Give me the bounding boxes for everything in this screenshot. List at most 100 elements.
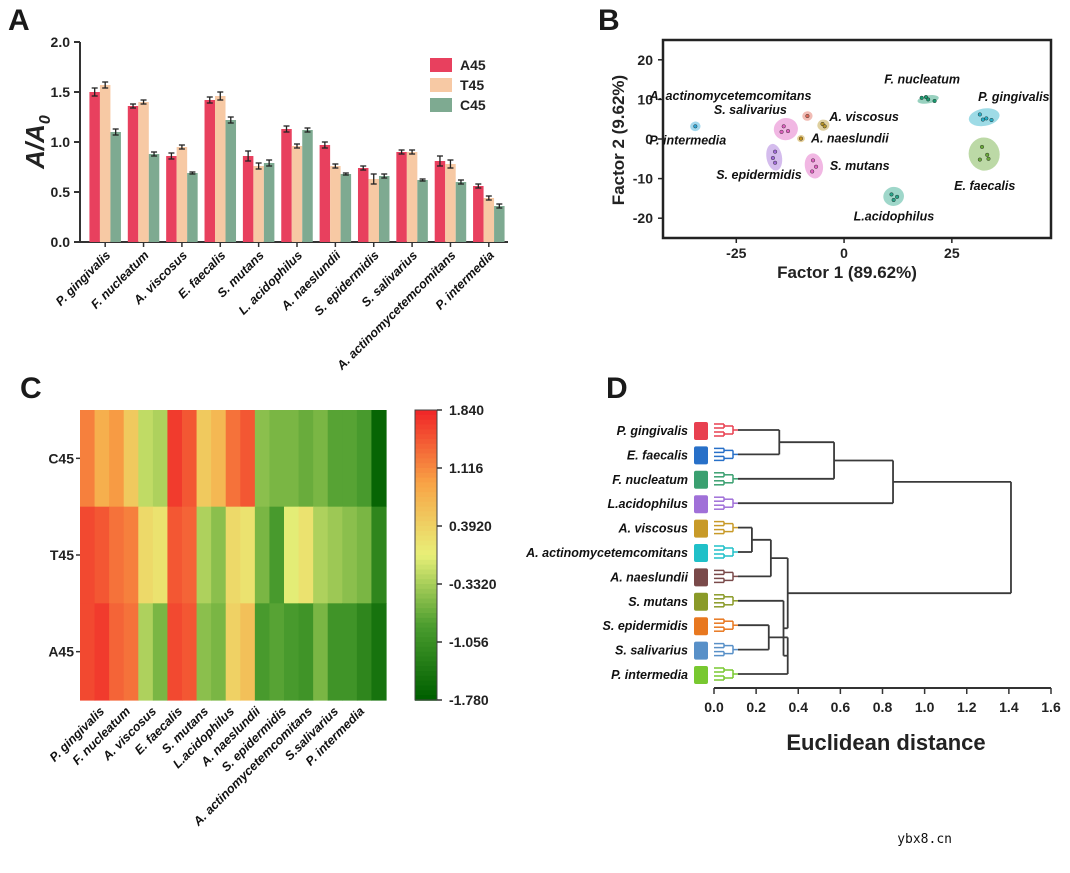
colorbar-segment xyxy=(415,603,437,609)
x-tick-label: 0.4 xyxy=(789,699,809,715)
heatmap-cell xyxy=(356,410,373,508)
colorbar-segment xyxy=(415,506,437,513)
colorbar-segment xyxy=(415,414,437,421)
colorbar-segment xyxy=(415,526,437,532)
scatter-point xyxy=(770,156,775,161)
colorbar-segment xyxy=(415,434,437,440)
legend-label-t45: T45 xyxy=(460,77,484,93)
bar-t45 xyxy=(445,164,456,242)
x-tick-label: 0.2 xyxy=(746,699,766,715)
colorbar-segment xyxy=(415,497,437,503)
colorbar-segment xyxy=(415,468,437,474)
bar-a45 xyxy=(396,152,407,242)
colorbar-segment xyxy=(415,632,437,638)
leaf-label: S. mutans xyxy=(628,595,688,609)
heatmap-cell xyxy=(342,506,358,604)
colorbar-label: 1.116 xyxy=(449,460,483,476)
scatter-point xyxy=(977,112,982,117)
colorbar-segment xyxy=(415,530,437,537)
heatmap-cell xyxy=(269,410,285,508)
bar-t45 xyxy=(330,166,341,242)
bar-a45 xyxy=(319,145,331,242)
leaf-color-box xyxy=(694,495,708,514)
y-axis-title-main: A/A xyxy=(20,124,50,170)
heatmap-cell xyxy=(196,603,212,701)
heatmap-cell xyxy=(211,603,227,701)
colorbar-segment xyxy=(415,613,437,619)
colorbar-segment xyxy=(415,424,437,431)
x-tick-label: 25 xyxy=(944,245,960,261)
bar-c45 xyxy=(417,180,428,242)
bar-a45 xyxy=(357,168,369,242)
leaf-color-box xyxy=(694,422,708,440)
colorbar-segment xyxy=(415,419,437,426)
scatter-point xyxy=(891,197,896,202)
colorbar-segment xyxy=(415,661,437,667)
colorbar-segment xyxy=(415,477,437,484)
colorbar-segment xyxy=(415,545,437,551)
heatmap-cell xyxy=(138,410,154,508)
legend-label-a45: A45 xyxy=(460,57,486,73)
cluster-label: S. salivarius xyxy=(714,103,787,117)
x-tick-label: 0.6 xyxy=(831,699,851,715)
y-tick-label: -20 xyxy=(633,210,653,226)
cluster-ellipse xyxy=(968,137,1000,171)
bar-c45 xyxy=(455,182,467,242)
colorbar-segment xyxy=(415,482,437,489)
leaf-color-box xyxy=(694,592,708,611)
heatmap-cell xyxy=(254,603,271,701)
heatmap-cell xyxy=(313,410,329,508)
heatmap-cell xyxy=(269,603,285,701)
y-tick-label: 20 xyxy=(637,52,653,68)
leaf-color-box xyxy=(694,446,708,465)
cluster-label: S. epidermidis xyxy=(716,168,801,182)
leaf-label: L.acidophilus xyxy=(607,497,688,511)
bar-a45 xyxy=(127,106,139,242)
bar-t45 xyxy=(138,102,149,242)
heatmap-cell xyxy=(254,506,271,604)
heatmap-cell xyxy=(356,506,373,604)
y-tick-label: 1.0 xyxy=(51,134,71,150)
x-axis-title: Factor 1 (89.62%) xyxy=(777,263,917,282)
heatmap-cell xyxy=(182,603,198,701)
panel-label-a: A xyxy=(8,4,30,37)
colorbar-segment xyxy=(415,593,437,600)
bar-t45 xyxy=(368,179,379,242)
bar-t45 xyxy=(253,166,264,242)
colorbar-segment xyxy=(415,656,437,663)
bar-c45 xyxy=(263,163,275,242)
leaf-label: E. faecalis xyxy=(627,448,688,462)
heatmap-cell xyxy=(80,506,96,604)
scatter-point xyxy=(919,95,924,100)
cluster-ellipse xyxy=(773,117,798,141)
colorbar-segment xyxy=(415,588,437,595)
heatmap-cell xyxy=(167,410,183,508)
heatmap-cell xyxy=(196,506,212,604)
leaf-color-box xyxy=(694,641,708,660)
bar-a45 xyxy=(166,156,177,242)
heatmap-cell xyxy=(182,410,198,508)
colorbar-segment xyxy=(415,516,437,522)
heatmap-cell xyxy=(123,410,139,508)
x-axis-title: Euclidean distance xyxy=(786,730,985,755)
bar-t45 xyxy=(291,146,303,242)
y-tick-label: 10 xyxy=(637,91,653,107)
colorbar-segment xyxy=(415,622,437,629)
y-axis-title-subscript: 0 xyxy=(37,115,54,124)
heatmap-cell xyxy=(152,410,169,508)
colorbar-segment xyxy=(415,569,437,576)
colorbar-label: -1.056 xyxy=(449,634,489,650)
heatmap-cell xyxy=(327,410,343,508)
colorbar-segment xyxy=(415,685,437,692)
colorbar-segment xyxy=(415,550,437,556)
colorbar-frame xyxy=(414,409,438,701)
heatmap-cell xyxy=(167,506,183,604)
colorbar-segment xyxy=(415,642,437,648)
heatmap-cell xyxy=(94,603,110,701)
heatmap-cell xyxy=(80,410,96,508)
heatmap-cell xyxy=(182,506,198,604)
bar-c45 xyxy=(340,174,352,242)
colorbar-segment xyxy=(415,535,437,542)
dendrogram-panel: 0.0 0.2 0.4 0.6 0.8 1.0 1.2 1.4 1.6 Euclidean dis… xyxy=(525,422,1061,755)
